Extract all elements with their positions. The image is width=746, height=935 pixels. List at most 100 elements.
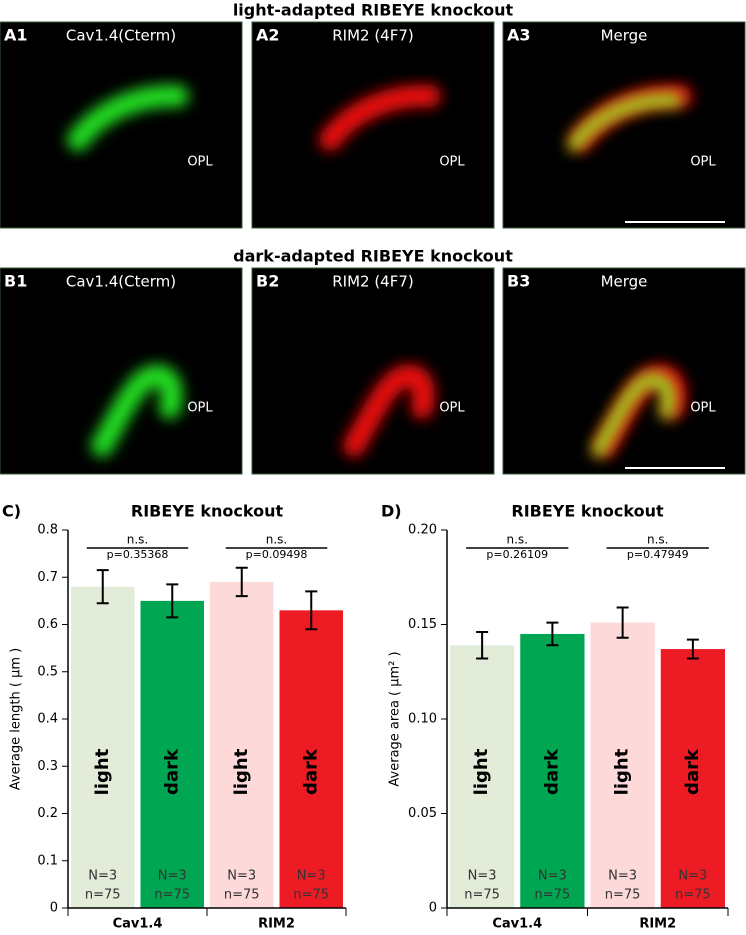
stain-label: Merge [601, 27, 648, 45]
micrograph: B3 Merge OPL [502, 267, 746, 475]
bar-category: light [92, 748, 113, 795]
y-tick-label: 0.6 [37, 617, 58, 632]
bar [660, 649, 725, 908]
y-tick-label: 0.4 [37, 712, 58, 727]
bar-category: dark [300, 748, 321, 795]
bar-category: dark [161, 748, 182, 795]
panel-label: A3 [507, 26, 531, 45]
error-bar [166, 583, 179, 619]
image-background [502, 21, 746, 229]
error-bar [96, 569, 109, 605]
bar-n: n=75 [605, 888, 641, 903]
micrograph: A1 Cav1.4(Cterm) OPL [0, 21, 243, 229]
significance: n.s. [647, 533, 669, 547]
bar-N: N=3 [678, 869, 707, 884]
y-tick-label: 0 [50, 901, 58, 916]
p-value: p=0.35368 [107, 548, 169, 561]
stain-label: Merge [601, 273, 648, 291]
stain-signal [592, 372, 676, 457]
group-label: Cav1.4 [113, 917, 163, 932]
bar-category: light [231, 748, 252, 795]
bar [279, 610, 343, 908]
image-background [251, 21, 495, 229]
bar [590, 622, 655, 908]
panel-label: A2 [256, 26, 280, 45]
bar [210, 581, 274, 908]
y-axis-label: Average length ( µm ) [9, 648, 24, 790]
error-bar [616, 606, 629, 639]
bar-N: N=3 [608, 869, 637, 884]
stain-signal [343, 364, 435, 457]
region-label: OPL [690, 155, 716, 170]
bar-N: N=3 [468, 869, 497, 884]
y-tick-label: 0.5 [37, 664, 58, 679]
y-tick-label: 0.20 [408, 523, 437, 538]
error-bar [305, 590, 318, 631]
y-tick-label: 0.7 [37, 570, 58, 585]
p-value: p=0.09498 [246, 548, 308, 561]
row-title: light-adapted RIBEYE knockout [233, 1, 514, 20]
y-tick-label: 0.1 [37, 853, 58, 868]
bar-N: N=3 [297, 869, 326, 884]
y-tick-label: 0.2 [37, 806, 58, 821]
bar [520, 633, 585, 908]
bar-category: light [612, 748, 633, 795]
significance: n.s. [507, 533, 529, 547]
significance: n.s. [127, 533, 149, 547]
image-background [0, 267, 243, 475]
image-background [502, 267, 746, 475]
stain-label: RIM2 (4F7) [332, 273, 414, 291]
bar-n: n=75 [85, 888, 121, 903]
image-background [0, 21, 243, 229]
bar-n: n=75 [535, 888, 571, 903]
group-label: Cav1.4 [492, 917, 542, 932]
p-value: p=0.26109 [486, 548, 548, 561]
error-bar [546, 621, 559, 647]
region-label: OPL [439, 155, 465, 170]
panel-label: B2 [256, 272, 279, 291]
bar-n: n=75 [464, 888, 500, 903]
panel-label: B3 [507, 272, 530, 291]
error-bar [686, 638, 699, 660]
y-tick-label: 0.05 [408, 806, 437, 821]
bar-N: N=3 [88, 869, 117, 884]
stain-label: RIM2 (4F7) [332, 27, 414, 45]
bar-n: n=75 [293, 888, 329, 903]
micrograph: A3 Merge OPL [502, 21, 746, 229]
y-tick-label: 0 [429, 901, 437, 916]
panel-letter: D) [381, 502, 402, 521]
bar-n: n=75 [154, 888, 190, 903]
stain-signal [67, 84, 189, 151]
y-tick-label: 0.10 [408, 712, 437, 727]
image-background [251, 267, 495, 475]
error-bar [235, 566, 248, 598]
bar-category: dark [541, 748, 562, 795]
group-label: RIM2 [639, 917, 676, 932]
panel-label: B1 [4, 272, 27, 291]
stain-signal [91, 364, 183, 457]
region-label: OPL [690, 401, 716, 416]
bar-n: n=75 [224, 888, 260, 903]
p-value: p=0.47949 [627, 548, 689, 561]
region-label: OPL [439, 401, 465, 416]
micrograph: A2 RIM2 (4F7) OPL [251, 21, 495, 229]
stain-signal [568, 92, 682, 151]
row-title: dark-adapted RIBEYE knockout [233, 247, 513, 266]
significance: n.s. [266, 533, 288, 547]
stain-label: Cav1.4(Cterm) [66, 273, 176, 291]
region-label: OPL [187, 155, 213, 170]
bar-n: n=75 [675, 888, 711, 903]
bar-N: N=3 [158, 869, 187, 884]
stain-signal [319, 84, 441, 151]
micrograph: B2 RIM2 (4F7) OPL [251, 267, 495, 475]
panel-letter: C) [2, 502, 21, 521]
bar [140, 600, 204, 908]
bar-category: dark [682, 748, 703, 795]
bar-N: N=3 [538, 869, 567, 884]
y-axis-label: Average area ( µm² ) [388, 651, 403, 786]
micrograph: B1 Cav1.4(Cterm) OPL [0, 267, 243, 475]
chart-title: RIBEYE knockout [131, 502, 284, 521]
stain-label: Cav1.4(Cterm) [66, 27, 176, 45]
